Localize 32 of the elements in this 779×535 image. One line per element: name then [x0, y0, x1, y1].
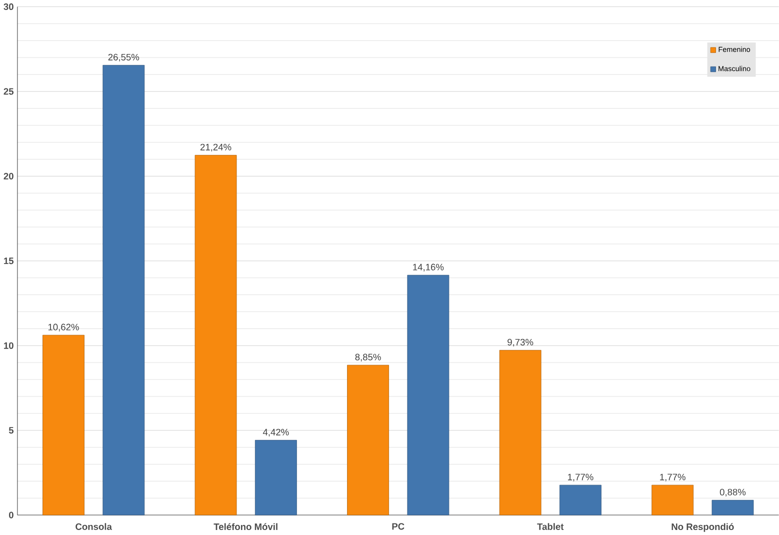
bar [652, 484, 694, 516]
y-tick-label: 25 [4, 88, 14, 95]
x-tick-label: Consola [76, 522, 112, 530]
data-label: 26,55% [108, 54, 140, 62]
x-tick-label: Teléfono Móvil [214, 522, 278, 530]
y-tick-label: 30 [4, 3, 14, 10]
y-tick-label: 0 [8, 512, 14, 518]
data-label: 9,73% [508, 338, 534, 346]
y-tick-label: 20 [4, 172, 14, 180]
bar [560, 484, 602, 516]
y-tick-label: 15 [4, 257, 14, 264]
bar [712, 500, 754, 516]
data-label: 1,77% [568, 474, 594, 482]
x-tick-label: PC [392, 522, 404, 530]
bar [194, 154, 237, 516]
y-tick-label: 10 [4, 342, 14, 349]
data-label: 0,88% [720, 488, 746, 496]
bar [347, 364, 389, 516]
data-label: 1,77% [660, 474, 686, 482]
y-tick-label: 5 [8, 426, 14, 434]
x-tick-label: No Respondió [672, 522, 734, 532]
data-label: 4,42% [262, 428, 289, 436]
bar [407, 274, 450, 516]
data-label: 8,85% [355, 354, 381, 362]
bar [254, 440, 297, 516]
data-label: 10,62% [48, 324, 79, 332]
x-tick-label: Tablet [537, 522, 564, 530]
bar [102, 64, 145, 516]
bar [499, 350, 542, 516]
bar [42, 334, 84, 516]
data-label: 14,16% [413, 264, 444, 272]
data-label: 21,24% [200, 144, 232, 152]
